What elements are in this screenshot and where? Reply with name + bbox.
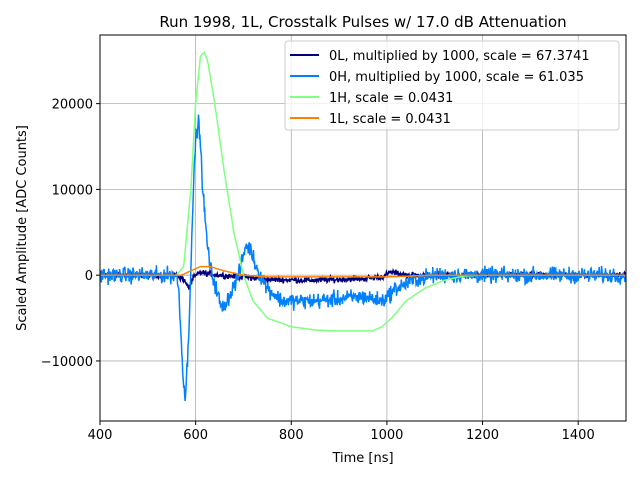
- y-axis-label: Scaled Amplitude [ADC Counts]: [15, 125, 30, 331]
- legend-label: 1H, scale = 0.0431: [329, 91, 453, 106]
- series-line-1: [100, 114, 626, 402]
- x-axis-label: Time [ns]: [331, 451, 393, 466]
- x-tick-label: 1000: [370, 428, 403, 443]
- legend-label: 0H, multiplied by 1000, scale = 61.035: [329, 70, 584, 85]
- ticks: 400 600 800 1000 1200 1400 −10000 0 10000 20000: [41, 98, 595, 443]
- legend-label: 0L, multiplied by 1000, scale = 67.3741: [329, 49, 590, 64]
- y-tick-label: 10000: [52, 183, 93, 198]
- x-tick-label: 400: [88, 428, 113, 443]
- y-tick-label: 20000: [52, 98, 93, 113]
- legend: 0L, multiplied by 1000, scale = 67.3741 0…: [284, 40, 620, 131]
- y-tick-label: −10000: [41, 355, 93, 370]
- legend-label: 1L, scale = 0.0431: [329, 112, 451, 127]
- chart-title: Run 1998, 1L, Crosstalk Pulses w/ 17.0 d…: [159, 13, 566, 31]
- x-tick-label: 1400: [562, 428, 595, 443]
- y-tick-label: 0: [85, 269, 93, 284]
- plot-frame: [99, 34, 627, 422]
- x-tick-label: 1200: [466, 428, 499, 443]
- x-tick-label: 800: [279, 428, 304, 443]
- series-line-3: [100, 265, 626, 278]
- x-tick-label: 600: [183, 428, 208, 443]
- series-lines: [100, 50, 626, 402]
